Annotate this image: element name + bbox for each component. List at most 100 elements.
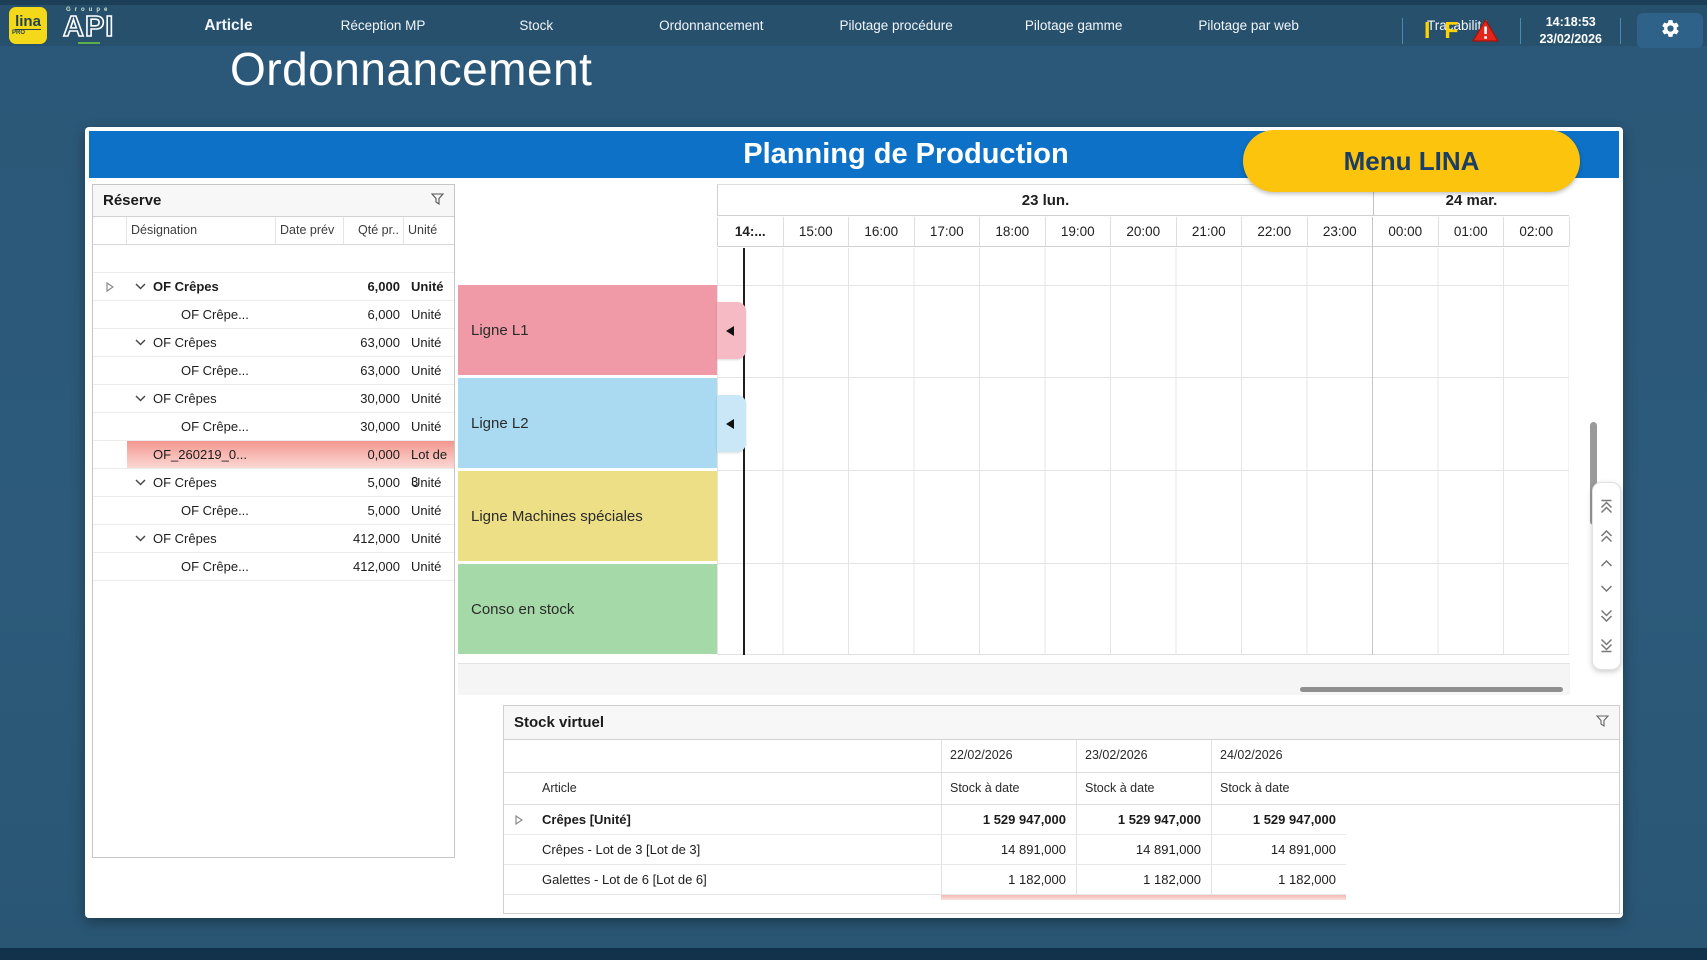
flag-f-indicator[interactable]: F	[1444, 17, 1459, 43]
menu-item-pilotage-procedure[interactable]: Pilotage procédure	[839, 18, 953, 33]
stock-column-header-row: Article Stock à date Stock à date Stock …	[504, 773, 1619, 805]
chevron-down-icon[interactable]	[127, 479, 153, 486]
menu-item-pilotage-gamme[interactable]: Pilotage gamme	[1024, 18, 1123, 33]
unit-cell: Unité	[411, 335, 442, 350]
stock-row[interactable]: Crêpes [Unité] 1 529 947,000 1 529 947,0…	[504, 805, 1346, 835]
settings-button[interactable]	[1637, 13, 1703, 48]
qty-cell: 30,000	[360, 419, 400, 434]
reserve-row[interactable]: OF Crêpe... 5,000 Unité	[93, 497, 454, 525]
pending-row-highlight	[941, 895, 1346, 900]
expand-right-icon[interactable]	[93, 273, 127, 300]
stock-row[interactable]: Galettes - Lot de 6 [Lot de 6] 1 182,000…	[504, 865, 1346, 895]
chevron-down-icon[interactable]	[127, 395, 153, 402]
reserve-row[interactable]: OF Crêpe... 6,000 Unité	[93, 301, 454, 329]
vertical-scrollbar-thumb[interactable]	[1590, 422, 1597, 525]
designation-text: OF Crêpes	[153, 279, 219, 294]
menu-item-stock[interactable]: Stock	[519, 18, 554, 33]
reserve-row[interactable]: OF Crêpes 63,000 Unité	[93, 329, 454, 357]
stock-a-date-header[interactable]: Stock à date	[1076, 773, 1211, 804]
reserve-header-qty[interactable]: Qté pr..	[344, 217, 404, 244]
unit-cell: Unité	[411, 531, 442, 546]
chevron-down-icon[interactable]	[127, 339, 153, 346]
chevron-down-icon[interactable]	[1599, 584, 1614, 593]
stock-date-column[interactable]: 23/02/2026	[1076, 740, 1211, 772]
current-time-line	[743, 248, 745, 655]
day-header-23: 23 lun.	[1021, 191, 1070, 209]
reserve-row[interactable]: OF Crêpe... 30,000 Unité	[93, 413, 454, 441]
api-logo-underline	[77, 42, 100, 44]
double-chevron-down-icon[interactable]	[1599, 609, 1614, 622]
hour-cell: 00:00	[1373, 217, 1439, 246]
reserve-row[interactable]: OF Crêpes 6,000 Unité	[93, 273, 454, 301]
chevron-down-icon[interactable]	[127, 283, 153, 290]
stock-value-cell: 14 891,000	[1211, 835, 1346, 864]
gantt-row-ligne-l2[interactable]: Ligne L2	[458, 378, 717, 468]
hour-cell: 17:00	[915, 217, 980, 246]
stock-article-header[interactable]: Article	[542, 781, 577, 795]
row-collapse-tab-l1[interactable]	[717, 302, 746, 359]
chevron-up-icon[interactable]	[1599, 559, 1614, 568]
lina-logo-text: lina	[15, 13, 41, 30]
gantt-row-machines-speciales[interactable]: Ligne Machines spéciales	[458, 471, 717, 561]
designation-text: OF Crêpe...	[181, 503, 249, 518]
stock-value-cell: 1 182,000	[1211, 865, 1346, 894]
article-cell: Crêpes - Lot de 3 [Lot de 3]	[542, 842, 701, 857]
hour-cell: 22:00	[1242, 217, 1308, 246]
reserve-empty-row	[93, 245, 454, 273]
menu-item-tracabilite[interactable]: Tracabilité	[1426, 18, 1489, 33]
reserve-header-row: Désignation Date prév Qté pr.. Unité	[93, 217, 454, 245]
qty-cell: 6,000	[367, 279, 400, 294]
stock-date-column[interactable]: 24/02/2026	[1211, 740, 1346, 772]
hour-cell: 23:00	[1308, 217, 1373, 246]
gantt-grid[interactable]	[717, 248, 1569, 655]
flag-i-indicator[interactable]: I	[1423, 17, 1431, 43]
stock-date-column[interactable]: 22/02/2026	[941, 740, 1076, 772]
gantt-row-ligne-l1[interactable]: Ligne L1	[458, 285, 717, 375]
gear-icon	[1660, 18, 1681, 44]
reserve-header-unit[interactable]: Unité	[408, 223, 438, 237]
expand-right-icon[interactable]	[504, 805, 534, 834]
stock-value-cell: 1 529 947,000	[1211, 805, 1346, 834]
grid-line	[717, 470, 1569, 471]
filter-icon[interactable]	[1595, 715, 1610, 730]
scroll-to-bottom-icon[interactable]	[1599, 638, 1614, 653]
stock-a-date-header[interactable]: Stock à date	[1211, 773, 1346, 804]
unit-cell: Unité	[411, 503, 442, 518]
chevron-down-icon[interactable]	[127, 535, 153, 542]
grid-line	[717, 285, 1569, 286]
unit-cell: Unité	[411, 475, 442, 490]
gantt-row-conso-en-stock[interactable]: Conso en stock	[458, 564, 717, 654]
menu-item-article[interactable]: Article	[204, 16, 253, 34]
scroll-to-top-icon[interactable]	[1599, 499, 1614, 514]
unit-cell: Unité	[411, 363, 442, 378]
main-menu: Article Réception MP Stock Ordonnancemen…	[174, 17, 1488, 35]
reserve-row-selected[interactable]: OF_260219_0... 0,000 Lot de 3	[93, 441, 454, 489]
reserve-row[interactable]: OF Crêpes 30,000 Unité	[93, 385, 454, 413]
filter-icon[interactable]	[430, 193, 445, 208]
warning-icon[interactable]	[1471, 18, 1500, 43]
horizontal-scrollbar-thumb[interactable]	[1300, 687, 1563, 692]
date-prev-cell	[276, 273, 344, 300]
menu-item-ordonnancement[interactable]: Ordonnancement	[659, 18, 764, 33]
reserve-title: Réserve	[103, 192, 162, 209]
reserve-row[interactable]: OF Crêpe... 63,000 Unité	[93, 357, 454, 385]
menu-item-reception-mp[interactable]: Réception MP	[340, 18, 426, 33]
menu-item-pilotage-par-web[interactable]: Pilotage par web	[1198, 18, 1299, 33]
reserve-header-designation[interactable]: Désignation	[127, 217, 276, 244]
stock-value-cell: 1 529 947,000	[1076, 805, 1211, 834]
stock-a-date-header[interactable]: Stock à date	[941, 773, 1076, 804]
row-collapse-tab-l2[interactable]	[717, 395, 746, 452]
designation-text: OF Crêpe...	[181, 363, 249, 378]
double-chevron-up-icon[interactable]	[1599, 530, 1614, 543]
menu-lina-button[interactable]: Menu LINA	[1243, 130, 1580, 192]
reserve-row[interactable]: OF Crêpes 5,000 Unité	[93, 469, 454, 497]
reserve-row[interactable]: OF Crêpes 412,000 Unité	[93, 525, 454, 553]
reserve-row[interactable]: OF Crêpe... 412,000 Unité	[93, 553, 454, 581]
stock-row[interactable]: Crêpes - Lot de 3 [Lot de 3] 14 891,000 …	[504, 835, 1346, 865]
window-bottom-edge	[0, 948, 1707, 960]
reserve-header-date-prev[interactable]: Date prév	[276, 217, 344, 244]
reserve-title-bar: Réserve	[93, 185, 454, 217]
horizontal-scrollbar[interactable]	[458, 663, 1570, 695]
unit-cell: Unité	[411, 391, 442, 406]
stock-value-cell: 14 891,000	[1076, 835, 1211, 864]
